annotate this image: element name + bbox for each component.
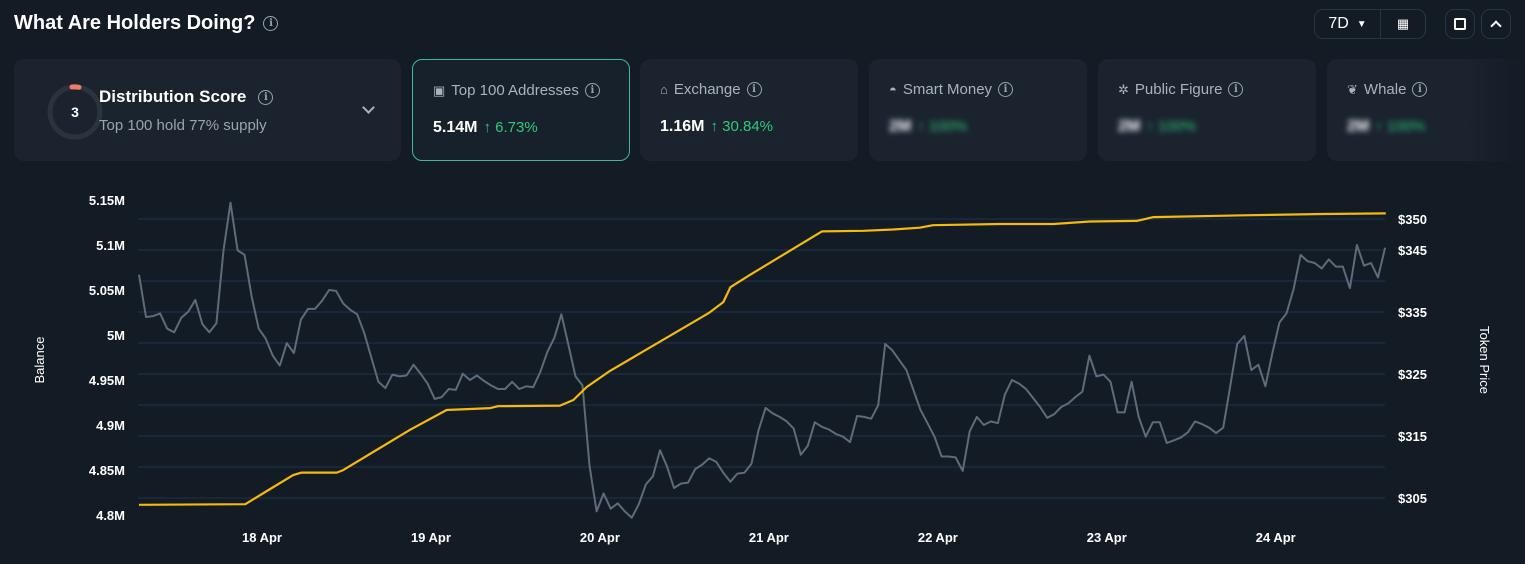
card-change: ↑ 100% <box>1146 118 1197 135</box>
y2-tick-label: $325 <box>1398 367 1427 382</box>
card-value: 5.14M <box>433 119 478 136</box>
y-tick-label: 4.8M <box>96 508 125 523</box>
fullscreen-button[interactable] <box>1445 9 1475 39</box>
podium-icon: ✲ <box>1118 81 1129 97</box>
card-change: ↑ 6.73% <box>483 119 538 136</box>
collapse-button[interactable] <box>1481 9 1511 39</box>
x-tick-label: 23 Apr <box>1087 530 1127 545</box>
calendar-icon[interactable]: ▦ <box>1396 16 1410 31</box>
chevron-down-icon[interactable] <box>362 101 375 114</box>
info-icon[interactable]: i <box>746 82 762 97</box>
price-line <box>138 212 1386 506</box>
card-label: Smart Money <box>902 81 993 98</box>
distribution-score-card[interactable]: 3 Distribution Score i Top 100 hold 77% … <box>14 59 401 161</box>
card-label: Public Figure <box>1134 81 1223 98</box>
x-tick-label: 18 Apr <box>242 530 282 545</box>
card-value: 1.16M <box>660 118 705 135</box>
y2-tick-label: $345 <box>1398 243 1427 258</box>
card-value: 2M <box>1347 118 1370 135</box>
score-subtitle: Top 100 hold 77% supply <box>99 117 267 134</box>
y-axis-title: Balance <box>32 337 47 384</box>
x-tick-label: 21 Apr <box>749 530 789 545</box>
card-top-100-addresses[interactable]: ▣ Top 100 Addresses i 5.14M ↑ 6.73% <box>412 59 630 161</box>
card-label: Exchange <box>673 81 741 98</box>
score-title: Distribution Score <box>99 87 247 106</box>
x-tick-label: 19 Apr <box>411 530 451 545</box>
info-icon[interactable]: i <box>258 89 274 105</box>
chevron-up-icon <box>1490 20 1502 32</box>
card-whale[interactable]: ❦ Whale i 2M ↑ 100% <box>1327 59 1525 161</box>
info-icon[interactable]: i <box>584 83 600 98</box>
score-ring: 3 <box>47 84 103 140</box>
x-tick-label: 20 Apr <box>580 530 620 545</box>
card-change: ↑ 30.84% <box>710 118 774 135</box>
card-exchange[interactable]: ⌂ Exchange i 1.16M ↑ 30.84% <box>640 59 858 161</box>
x-tick-label: 24 Apr <box>1256 530 1296 545</box>
info-icon[interactable]: i <box>1412 82 1428 97</box>
balance-line <box>138 201 1387 519</box>
page-title: What Are Holders Doing? i <box>14 12 279 35</box>
card-change: ↑ 100% <box>1375 118 1426 135</box>
x-tick-label: 22 Apr <box>918 530 958 545</box>
info-icon[interactable]: i <box>998 82 1014 97</box>
card-change: ↑ 100% <box>917 118 968 135</box>
y-tick-label: 5.1M <box>96 238 125 253</box>
wallet-icon: ▣ <box>433 82 446 98</box>
bank-icon: ⌂ <box>660 82 668 97</box>
y-tick-label: 5.05M <box>89 283 125 298</box>
card-value: 2M <box>1118 118 1141 135</box>
card-smart-money[interactable]: ◓ Smart Money i 2M ↑ 100% <box>869 59 1087 161</box>
y2-tick-label: $350 <box>1398 212 1427 227</box>
expand-icon <box>1454 18 1466 30</box>
y-tick-label: 4.85M <box>89 463 125 478</box>
info-icon[interactable]: i <box>1228 82 1244 97</box>
card-label: Whale <box>1363 81 1407 98</box>
title-text: What Are Holders Doing? <box>14 12 256 34</box>
period-selector[interactable]: 7D ▼ ▦ <box>1314 9 1426 39</box>
card-value: 2M <box>889 118 912 135</box>
card-label: Top 100 Addresses <box>451 82 579 99</box>
period-value: 7D <box>1328 15 1349 32</box>
y2-axis-title: Token Price <box>1477 326 1492 394</box>
y-tick-label: 4.9M <box>96 418 125 433</box>
y-tick-label: 4.95M <box>89 373 125 388</box>
y-tick-label: 5.15M <box>89 193 125 208</box>
period-dropdown[interactable]: 7D ▼ <box>1315 10 1381 38</box>
whale-icon: ❦ <box>1347 81 1358 97</box>
y2-tick-label: $305 <box>1398 491 1427 506</box>
info-icon[interactable]: i <box>263 16 279 31</box>
y2-tick-label: $315 <box>1398 429 1427 444</box>
caret-down-icon: ▼ <box>1356 18 1367 30</box>
y-tick-label: 5M <box>107 328 125 343</box>
card-public-figure[interactable]: ✲ Public Figure i 2M ↑ 100% <box>1098 59 1316 161</box>
sunglasses-icon: ◓ <box>889 82 897 97</box>
y2-tick-label: $335 <box>1398 305 1427 320</box>
score-value: 3 <box>71 104 79 120</box>
